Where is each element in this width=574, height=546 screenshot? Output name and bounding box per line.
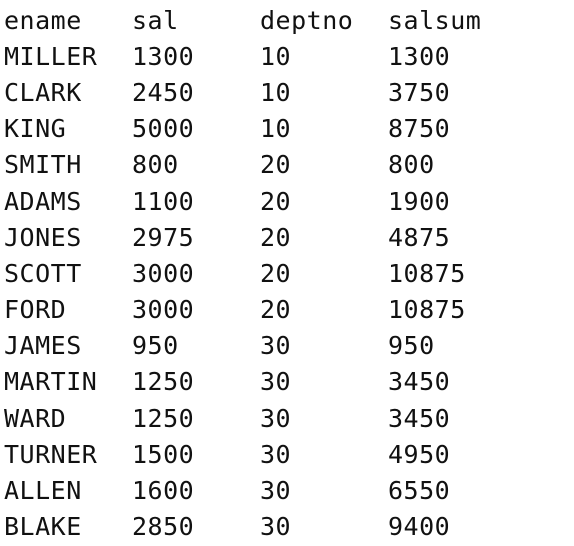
table-row: BLAKE 2850 30 9400	[4, 509, 508, 545]
cell-ename: MILLER	[4, 41, 98, 71]
cell-salsum: 4950	[388, 439, 451, 469]
cell-deptno: 10	[260, 77, 292, 107]
column-header-deptno: deptno	[260, 5, 354, 35]
cell-sal: 1300	[132, 41, 195, 71]
cell-sal: 1250	[132, 403, 195, 433]
table-row: ADAMS 1100 20 1900	[4, 183, 508, 219]
cell-deptno: 30	[260, 476, 292, 506]
table-body: MILLER 1300 10 1300 CLARK 2450 10 3750 K…	[4, 38, 508, 545]
cell-sal: 800	[132, 150, 179, 180]
cell-sal: 1600	[132, 476, 195, 506]
cell-ename: SCOTT	[4, 258, 82, 288]
cell-salsum: 10875	[388, 258, 466, 288]
cell-ename: ALLEN	[4, 476, 82, 506]
cell-salsum: 3450	[388, 403, 451, 433]
cell-ename: ADAMS	[4, 186, 82, 216]
cell-salsum: 9400	[388, 512, 451, 542]
table-row: KING 5000 10 8750	[4, 111, 508, 147]
cell-salsum: 3750	[388, 77, 451, 107]
cell-salsum: 6550	[388, 476, 451, 506]
cell-sal: 1250	[132, 367, 195, 397]
cell-ename: TURNER	[4, 439, 98, 469]
table-row: WARD 1250 30 3450	[4, 400, 508, 436]
cell-deptno: 20	[260, 186, 292, 216]
cell-ename: JAMES	[4, 331, 82, 361]
cell-salsum: 950	[388, 331, 435, 361]
cell-deptno: 20	[260, 150, 292, 180]
query-result-table: ename sal deptno salsum MILLER 1300 10 1…	[4, 2, 508, 545]
cell-ename: BLAKE	[4, 512, 82, 542]
cell-deptno: 30	[260, 439, 292, 469]
table-header: ename sal deptno salsum	[4, 2, 508, 38]
cell-ename: MARTIN	[4, 367, 98, 397]
cell-salsum: 8750	[388, 114, 451, 144]
cell-sal: 3000	[132, 295, 195, 325]
cell-deptno: 30	[260, 367, 292, 397]
cell-salsum: 10875	[388, 295, 466, 325]
cell-deptno: 30	[260, 512, 292, 542]
header-row: ename sal deptno salsum	[4, 2, 508, 38]
cell-sal: 3000	[132, 258, 195, 288]
column-header-sal: sal	[132, 5, 179, 35]
cell-sal: 5000	[132, 114, 195, 144]
column-header-ename: ename	[4, 5, 82, 35]
column-header-salsum: salsum	[388, 5, 482, 35]
table-row: SMITH 800 20 800	[4, 147, 508, 183]
table-row: TURNER 1500 30 4950	[4, 436, 508, 472]
table-row: ALLEN 1600 30 6550	[4, 472, 508, 508]
table-row: JAMES 950 30 950	[4, 328, 508, 364]
table-row: CLARK 2450 10 3750	[4, 74, 508, 110]
cell-sal: 2850	[132, 512, 195, 542]
cell-salsum: 1900	[388, 186, 451, 216]
cell-ename: JONES	[4, 222, 82, 252]
cell-deptno: 30	[260, 403, 292, 433]
table-row: JONES 2975 20 4875	[4, 219, 508, 255]
cell-sal: 2450	[132, 77, 195, 107]
cell-salsum: 800	[388, 150, 435, 180]
cell-ename: WARD	[4, 403, 67, 433]
cell-sal: 1500	[132, 439, 195, 469]
cell-sal: 2975	[132, 222, 195, 252]
cell-sal: 950	[132, 331, 179, 361]
cell-ename: KING	[4, 114, 67, 144]
table-row: FORD 3000 20 10875	[4, 292, 508, 328]
table-row: MILLER 1300 10 1300	[4, 38, 508, 74]
cell-salsum: 4875	[388, 222, 451, 252]
table-row: MARTIN 1250 30 3450	[4, 364, 508, 400]
table-row: SCOTT 3000 20 10875	[4, 255, 508, 291]
cell-salsum: 3450	[388, 367, 451, 397]
cell-ename: CLARK	[4, 77, 82, 107]
cell-sal: 1100	[132, 186, 195, 216]
cell-deptno: 30	[260, 331, 292, 361]
cell-ename: SMITH	[4, 150, 82, 180]
cell-deptno: 10	[260, 41, 292, 71]
cell-deptno: 20	[260, 258, 292, 288]
cell-deptno: 20	[260, 295, 292, 325]
cell-deptno: 10	[260, 114, 292, 144]
cell-salsum: 1300	[388, 41, 451, 71]
cell-ename: FORD	[4, 295, 67, 325]
cell-deptno: 20	[260, 222, 292, 252]
